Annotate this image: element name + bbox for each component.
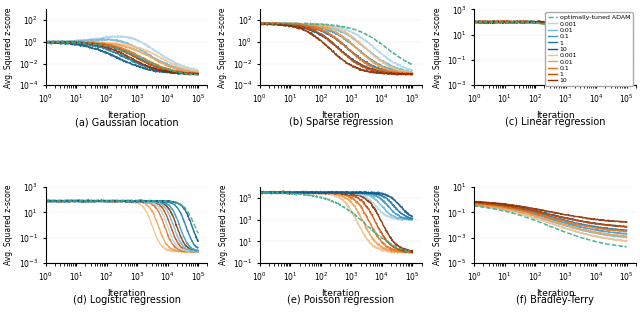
- X-axis label: Iteration: Iteration: [321, 289, 360, 298]
- Title: (e) Poisson regression: (e) Poisson regression: [287, 295, 394, 305]
- Title: (f) Bradley-Terry: (f) Bradley-Terry: [516, 295, 594, 305]
- Y-axis label: Avg. Squared z-score: Avg. Squared z-score: [433, 185, 442, 265]
- Title: (d) Logistic regression: (d) Logistic regression: [72, 295, 180, 305]
- Y-axis label: Avg. Squared z-score: Avg. Squared z-score: [218, 7, 227, 87]
- Title: (a) Gaussian location: (a) Gaussian location: [75, 117, 179, 127]
- X-axis label: Iteration: Iteration: [107, 111, 146, 120]
- Y-axis label: Avg. Squared z-score: Avg. Squared z-score: [4, 185, 13, 265]
- Y-axis label: Avg. Squared z-score: Avg. Squared z-score: [4, 7, 13, 87]
- X-axis label: Iteration: Iteration: [107, 289, 146, 298]
- X-axis label: Iteration: Iteration: [321, 111, 360, 120]
- Y-axis label: Avg. Squared z-score: Avg. Squared z-score: [219, 185, 228, 265]
- Title: (b) Sparse regression: (b) Sparse regression: [289, 117, 393, 127]
- X-axis label: Iteration: Iteration: [536, 111, 574, 120]
- X-axis label: Iteration: Iteration: [536, 289, 574, 298]
- Y-axis label: Avg. Squared z-score: Avg. Squared z-score: [433, 7, 442, 87]
- Title: (c) Linear regression: (c) Linear regression: [505, 117, 605, 127]
- Legend: optimally-tuned ADAM, 0.001, 0.01, 0.1, 1, 10, 0.001, 0.01, 0.1, 1, 10: optimally-tuned ADAM, 0.001, 0.01, 0.1, …: [545, 12, 633, 86]
